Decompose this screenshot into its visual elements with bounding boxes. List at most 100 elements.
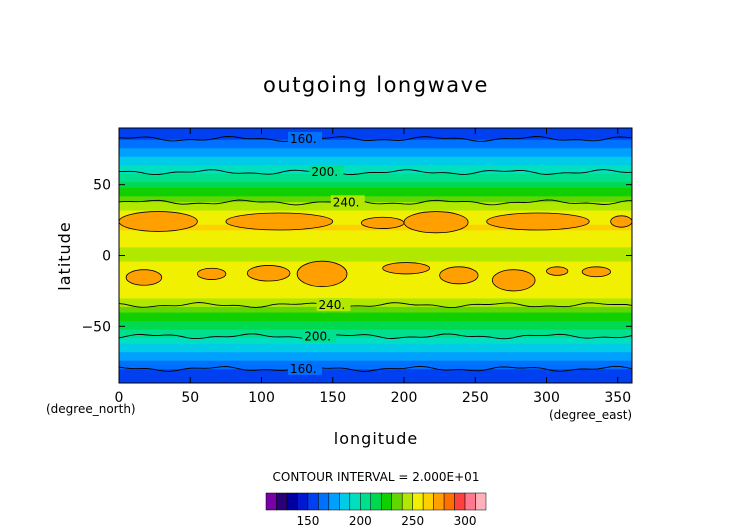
- colorbar-swatch: [328, 492, 340, 511]
- colorbar-swatch: [464, 492, 476, 511]
- band: [119, 326, 632, 330]
- band: [119, 272, 632, 276]
- band: [119, 142, 632, 146]
- colorbar-swatch: [349, 492, 361, 511]
- warm-region: [225, 212, 334, 231]
- y-tick-label: 0: [102, 249, 111, 265]
- band: [119, 337, 632, 341]
- band: [119, 193, 632, 197]
- contour-interval-label: CONTOUR INTERVAL = 2.000E+01: [273, 470, 480, 484]
- band: [119, 227, 632, 231]
- contour-line: [118, 302, 633, 309]
- contour-label: 200.: [311, 165, 338, 179]
- warm-region: [196, 267, 227, 280]
- plot-area: 160. 160. 200. 200. 240. 240.: [118, 127, 633, 384]
- band: [119, 298, 632, 302]
- band: [119, 241, 632, 245]
- contour-line: [118, 365, 633, 372]
- band: [119, 283, 632, 288]
- warm-region: [360, 216, 405, 229]
- band: [119, 181, 632, 186]
- band: [119, 244, 632, 248]
- contour-label-bg: [302, 329, 337, 343]
- contour-label: 160.: [290, 362, 317, 376]
- contour-label-bg: [288, 131, 322, 145]
- warm-pool-regions: [118, 211, 633, 292]
- band: [119, 235, 632, 239]
- contour-line: [118, 199, 633, 206]
- band: [119, 269, 632, 273]
- warm-region: [546, 266, 569, 276]
- band: [119, 303, 632, 307]
- band: [119, 340, 632, 344]
- band: [119, 249, 632, 254]
- contour-label: 160.: [290, 132, 317, 146]
- band: [119, 162, 632, 166]
- band: [119, 173, 632, 177]
- band: [119, 295, 632, 299]
- colorbar-swatch: [412, 492, 424, 511]
- colorbar-swatch: [391, 492, 403, 511]
- band: [119, 167, 632, 171]
- x-tick-label: 300: [533, 390, 560, 406]
- colorbar-ticks: 150 200 250 300: [296, 514, 476, 528]
- colorbar-swatch: [443, 492, 455, 511]
- warm-region: [439, 266, 479, 285]
- x-axis-label: longitude: [334, 429, 418, 448]
- warm-region: [118, 211, 198, 232]
- band: [119, 360, 632, 364]
- y-tick-label: 50: [93, 178, 111, 194]
- band: [119, 286, 632, 290]
- band: [119, 156, 632, 160]
- band: [119, 320, 632, 324]
- y-axis-label: latitude: [55, 221, 74, 290]
- band: [119, 329, 632, 333]
- x-tick-label: 200: [391, 390, 418, 406]
- band: [119, 334, 632, 339]
- heatmap-bands: [119, 128, 632, 384]
- colorbar-swatch: [454, 492, 466, 511]
- x-axis-unit: (degree_east): [549, 408, 632, 422]
- band: [119, 315, 632, 319]
- band: [119, 196, 632, 200]
- colorbar-tick-label: 250: [401, 514, 424, 528]
- x-tick-label: 50: [181, 390, 199, 406]
- band: [119, 357, 632, 361]
- band: [119, 266, 632, 271]
- colorbar-swatch: [318, 492, 330, 511]
- contour-line: [118, 169, 633, 176]
- colorbar-swatch: [422, 492, 434, 511]
- band: [119, 252, 632, 256]
- band: [119, 281, 632, 285]
- band: [119, 150, 632, 154]
- band: [119, 190, 632, 194]
- y-axis-ticks: −50 0 50: [81, 178, 632, 335]
- x-tick-label: 100: [248, 390, 275, 406]
- band: [119, 351, 632, 356]
- band: [119, 278, 632, 282]
- colorbar-swatch: [360, 492, 372, 511]
- colorbar-swatch: [475, 492, 487, 511]
- band: [119, 312, 632, 316]
- band: [119, 292, 632, 296]
- band: [119, 300, 632, 305]
- band: [119, 207, 632, 211]
- colorbar-swatch: [265, 492, 277, 511]
- band: [119, 136, 632, 140]
- x-tick-label: 350: [604, 390, 631, 406]
- contour-lines: 160. 160. 200. 200. 240. 240.: [118, 131, 633, 376]
- band: [119, 275, 632, 279]
- colorbar: [265, 492, 487, 511]
- band: [119, 289, 632, 293]
- x-tick-label: 250: [462, 390, 489, 406]
- band: [119, 363, 632, 367]
- warm-region: [486, 212, 590, 231]
- colorbar-swatch: [380, 492, 392, 511]
- contour-label-bg: [288, 361, 322, 375]
- warm-region: [581, 266, 612, 278]
- colorbar-swatch: [433, 492, 445, 511]
- band: [119, 261, 632, 265]
- band: [119, 264, 632, 268]
- band: [119, 317, 632, 322]
